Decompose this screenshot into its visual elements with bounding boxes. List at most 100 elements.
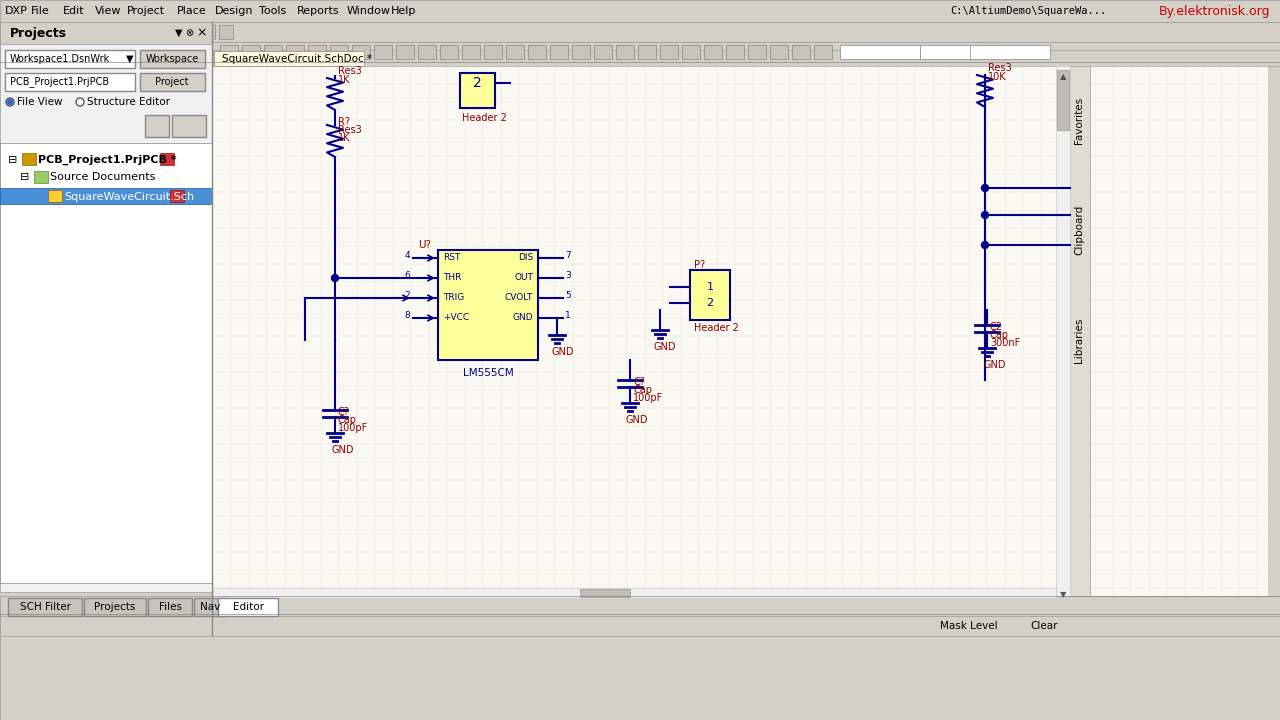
- Circle shape: [982, 212, 988, 218]
- Text: Libraries: Libraries: [1074, 318, 1084, 363]
- Bar: [0, 0, 1280, 22]
- Bar: [637, 45, 657, 59]
- Text: View: View: [95, 6, 122, 16]
- Text: File View: File View: [17, 97, 63, 107]
- Bar: [748, 45, 765, 59]
- Bar: [419, 45, 436, 59]
- Text: C?: C?: [338, 407, 349, 417]
- Text: PCB_Project1.PrjPCB: PCB_Project1.PrjPCB: [10, 76, 109, 87]
- Bar: [0, 616, 1280, 636]
- Text: Header 2: Header 2: [462, 113, 507, 123]
- Text: Res3: Res3: [988, 63, 1011, 73]
- Bar: [220, 45, 238, 59]
- Text: GND: GND: [983, 360, 1006, 370]
- Bar: [771, 45, 788, 59]
- Circle shape: [982, 241, 988, 248]
- Bar: [201, 25, 215, 39]
- Text: File: File: [31, 6, 50, 16]
- Text: 1: 1: [564, 312, 571, 320]
- Text: ×: ×: [196, 27, 206, 40]
- Bar: [218, 598, 278, 616]
- Bar: [0, 22, 1280, 42]
- Text: 2: 2: [404, 292, 410, 300]
- Bar: [352, 45, 370, 59]
- Bar: [970, 45, 1050, 59]
- Bar: [160, 153, 174, 165]
- Circle shape: [8, 99, 13, 104]
- Text: Clipboard: Clipboard: [1074, 205, 1084, 255]
- Bar: [1070, 66, 1091, 596]
- Text: By.elektronisk.org: By.elektronisk.org: [1158, 4, 1270, 17]
- Text: GND: GND: [626, 415, 649, 425]
- Text: Mask Level: Mask Level: [940, 621, 997, 631]
- Text: Favorites: Favorites: [1074, 96, 1084, 143]
- Text: Cap: Cap: [338, 415, 357, 425]
- Bar: [308, 45, 326, 59]
- Text: THR: THR: [443, 274, 461, 282]
- Text: SquareWaveCircuit.Sch: SquareWaveCircuit.Sch: [64, 192, 195, 202]
- Text: Help: Help: [390, 6, 416, 16]
- Text: GND: GND: [654, 342, 677, 352]
- Text: Tools: Tools: [259, 6, 287, 16]
- Bar: [374, 45, 392, 59]
- Text: GND: GND: [332, 445, 353, 455]
- Text: C?: C?: [634, 377, 645, 387]
- Text: SCH Filter: SCH Filter: [19, 602, 70, 612]
- Bar: [529, 45, 547, 59]
- Text: +VCC: +VCC: [443, 313, 470, 323]
- Bar: [1056, 66, 1070, 596]
- Text: Nav: Nav: [200, 602, 220, 612]
- Text: 10K: 10K: [988, 72, 1006, 82]
- Bar: [172, 115, 206, 137]
- Bar: [440, 45, 458, 59]
- Text: Reports: Reports: [297, 6, 339, 16]
- Text: 1K: 1K: [338, 75, 351, 85]
- Bar: [183, 25, 197, 39]
- Bar: [93, 25, 108, 39]
- Bar: [111, 25, 125, 39]
- Bar: [704, 45, 722, 59]
- Bar: [814, 45, 832, 59]
- Text: 5: 5: [564, 292, 571, 300]
- Bar: [264, 45, 282, 59]
- Circle shape: [332, 274, 338, 282]
- Bar: [0, 596, 1280, 720]
- Text: Design: Design: [215, 6, 253, 16]
- Bar: [580, 589, 630, 597]
- Text: R?: R?: [338, 117, 349, 127]
- Text: RST: RST: [443, 253, 461, 263]
- Text: Editor: Editor: [233, 602, 264, 612]
- Bar: [572, 45, 590, 59]
- Bar: [212, 50, 1280, 66]
- Text: ▼: ▼: [127, 54, 133, 64]
- Bar: [3, 25, 17, 39]
- Bar: [0, 22, 212, 592]
- Bar: [5, 50, 134, 68]
- Bar: [8, 598, 82, 616]
- Text: PCB_Project1.PrjPCB *: PCB_Project1.PrjPCB *: [38, 155, 177, 165]
- Text: GND: GND: [550, 347, 573, 357]
- Bar: [84, 598, 146, 616]
- Circle shape: [6, 98, 14, 106]
- Text: 7: 7: [564, 251, 571, 261]
- Text: Clear: Clear: [1030, 621, 1057, 631]
- Bar: [550, 45, 568, 59]
- Text: 100pF: 100pF: [634, 393, 663, 403]
- Text: Files: Files: [159, 602, 182, 612]
- Bar: [148, 598, 192, 616]
- Bar: [682, 45, 700, 59]
- Text: Cap: Cap: [634, 385, 652, 395]
- Bar: [76, 25, 90, 39]
- Bar: [660, 45, 678, 59]
- Bar: [594, 45, 612, 59]
- Text: 6: 6: [404, 271, 410, 281]
- Text: Workspace: Workspace: [146, 54, 198, 64]
- Bar: [460, 73, 495, 108]
- Text: Project: Project: [155, 77, 188, 87]
- Text: Edit: Edit: [63, 6, 84, 16]
- Text: ⊗: ⊗: [186, 28, 193, 38]
- Bar: [840, 45, 920, 59]
- Text: Workspace1.DsnWrk: Workspace1.DsnWrk: [10, 54, 110, 64]
- Bar: [38, 25, 52, 39]
- Text: 8: 8: [404, 312, 410, 320]
